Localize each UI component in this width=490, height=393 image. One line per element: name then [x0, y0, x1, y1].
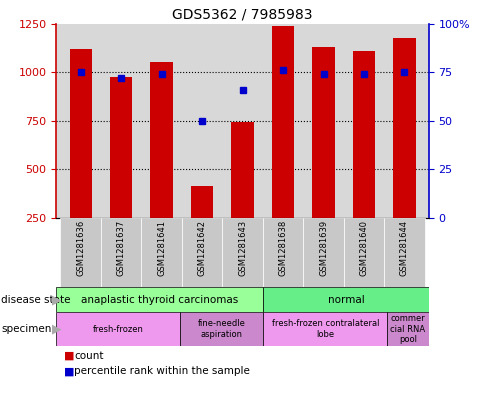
Bar: [141, 218, 182, 287]
Bar: [313, 47, 335, 218]
Text: GSM1281644: GSM1281644: [400, 220, 409, 276]
Bar: [180, 312, 263, 346]
Bar: [344, 218, 384, 287]
Text: commer
cial RNA
pool: commer cial RNA pool: [391, 314, 426, 344]
Bar: [110, 77, 132, 218]
Bar: [222, 218, 263, 287]
Bar: [150, 62, 173, 218]
Bar: [353, 51, 375, 218]
Bar: [231, 122, 254, 218]
Bar: [60, 218, 101, 287]
Bar: [263, 218, 303, 287]
Bar: [388, 312, 429, 346]
Bar: [70, 49, 92, 218]
Text: GSM1281642: GSM1281642: [197, 220, 207, 276]
Title: GDS5362 / 7985983: GDS5362 / 7985983: [172, 7, 313, 21]
Text: fine-needle
aspiration: fine-needle aspiration: [198, 320, 246, 339]
Text: GSM1281639: GSM1281639: [319, 220, 328, 276]
Text: ▶: ▶: [52, 323, 62, 336]
Text: normal: normal: [328, 295, 365, 305]
Bar: [272, 26, 294, 218]
Text: GSM1281643: GSM1281643: [238, 220, 247, 276]
Bar: [263, 312, 388, 346]
Bar: [191, 186, 213, 218]
Text: ■: ■: [64, 366, 74, 376]
Bar: [303, 218, 344, 287]
Text: anaplastic thyroid carcinomas: anaplastic thyroid carcinomas: [81, 295, 239, 305]
Text: fresh-frozen: fresh-frozen: [93, 325, 144, 334]
Bar: [56, 312, 180, 346]
Text: percentile rank within the sample: percentile rank within the sample: [74, 366, 250, 376]
Bar: [101, 218, 141, 287]
Bar: [393, 38, 416, 218]
Bar: [263, 287, 429, 312]
Text: GSM1281637: GSM1281637: [117, 220, 125, 276]
Text: disease state: disease state: [1, 295, 71, 305]
Text: fresh-frozen contralateral
lobe: fresh-frozen contralateral lobe: [271, 320, 379, 339]
Text: GSM1281641: GSM1281641: [157, 220, 166, 276]
Text: GSM1281638: GSM1281638: [278, 220, 288, 276]
Bar: [182, 218, 222, 287]
Text: specimen: specimen: [1, 324, 51, 334]
Text: count: count: [74, 351, 104, 361]
Bar: [56, 287, 263, 312]
Bar: [384, 218, 425, 287]
Text: GSM1281636: GSM1281636: [76, 220, 85, 276]
Text: GSM1281640: GSM1281640: [360, 220, 368, 276]
Text: ▶: ▶: [52, 293, 62, 306]
Text: ■: ■: [64, 351, 74, 361]
